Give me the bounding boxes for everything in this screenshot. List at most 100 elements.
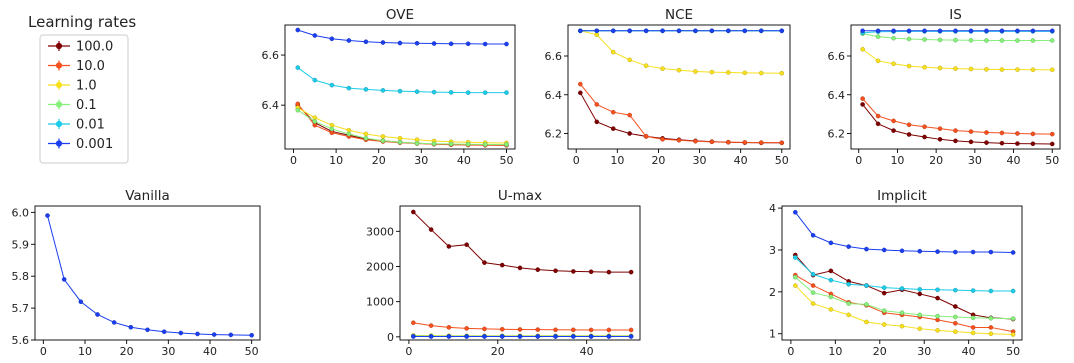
series-line <box>579 83 782 144</box>
data-point <box>428 323 434 328</box>
data-point <box>578 90 583 96</box>
data-point <box>535 334 541 339</box>
data-point <box>446 244 452 249</box>
data-point <box>1049 131 1055 137</box>
data-point <box>846 301 851 306</box>
series-line <box>297 29 507 45</box>
data-point <box>742 28 748 34</box>
data-point <box>228 332 234 338</box>
data-point <box>953 66 958 71</box>
data-point <box>891 35 896 41</box>
data-point <box>578 28 583 34</box>
data-point <box>1030 28 1036 34</box>
series-line <box>412 211 632 273</box>
data-point <box>610 28 616 34</box>
legend-entry-100-0: 100.0 <box>48 40 113 55</box>
data-point <box>517 265 523 271</box>
data-point <box>448 41 454 47</box>
data-point <box>953 128 958 133</box>
series-line <box>579 92 782 144</box>
data-point <box>428 334 434 339</box>
data-point <box>578 81 583 87</box>
series-1-0 <box>295 105 509 146</box>
data-point <box>917 312 923 318</box>
data-point <box>571 269 576 274</box>
data-point <box>504 41 509 47</box>
data-point <box>988 325 994 330</box>
data-point <box>465 41 471 47</box>
series-0-001 <box>45 213 254 338</box>
data-point <box>758 28 764 34</box>
axes-frame <box>399 205 641 341</box>
data-point <box>899 286 905 291</box>
series-0-1 <box>793 274 1016 321</box>
data-point <box>411 320 416 326</box>
data-point <box>431 89 437 95</box>
data-point <box>881 322 887 327</box>
data-point <box>953 314 958 320</box>
plot-area <box>45 213 254 338</box>
legend-entry-0-1: 0.1 <box>48 98 97 113</box>
data-point <box>446 325 452 330</box>
x-tick-label: 40 <box>734 154 748 167</box>
data-point <box>953 37 958 43</box>
data-point <box>606 269 612 275</box>
data-point <box>628 327 634 333</box>
data-point <box>195 331 200 337</box>
data-point <box>411 209 416 215</box>
data-point <box>211 332 217 337</box>
data-point <box>810 283 816 288</box>
data-point <box>295 107 301 113</box>
y-tick-label: 6.2 <box>828 128 846 141</box>
x-tick-label: 0 <box>787 345 794 358</box>
data-point <box>970 288 976 293</box>
data-point <box>482 260 487 265</box>
data-point <box>726 139 731 145</box>
data-point <box>860 102 865 107</box>
legend-marker <box>55 120 63 128</box>
data-point <box>517 334 523 339</box>
x-tick-label: 30 <box>968 154 982 167</box>
legend-entry-0-01: 0.01 <box>48 118 105 133</box>
series-0-001 <box>578 28 785 34</box>
data-point <box>881 247 887 253</box>
data-point <box>594 32 600 37</box>
panel-ove: OVE 0 10 20 30 40 50 6.4 6.6 <box>262 7 516 167</box>
data-point <box>660 66 665 71</box>
x-tick-label: 40 <box>962 345 976 358</box>
data-point <box>906 28 912 34</box>
legend-entry-1-0: 1.0 <box>48 79 97 94</box>
data-point <box>922 124 927 130</box>
panel-title: Vanilla <box>125 188 170 204</box>
data-point <box>380 134 386 139</box>
data-point <box>793 255 798 260</box>
data-point <box>1015 28 1020 34</box>
x-tick-label: 30 <box>917 345 931 358</box>
x-tick-label: 20 <box>651 154 665 167</box>
series-1-0 <box>860 46 1055 73</box>
data-point <box>1030 131 1036 137</box>
series-line <box>794 211 1014 253</box>
data-point <box>937 37 943 43</box>
data-point <box>643 63 649 68</box>
data-point <box>465 90 471 95</box>
data-point <box>864 302 869 307</box>
y-tick-label: 6.4 <box>262 99 280 112</box>
data-point <box>627 28 632 34</box>
series-100-0 <box>578 90 785 146</box>
data-point <box>828 268 834 274</box>
data-point <box>363 39 369 45</box>
data-point <box>810 290 816 295</box>
data-point <box>864 246 869 252</box>
data-point <box>606 334 612 339</box>
data-point <box>161 329 167 335</box>
data-point <box>953 138 958 144</box>
legend-frame <box>39 34 129 164</box>
data-point <box>482 90 488 95</box>
y-tick-label: 1000 <box>366 296 394 309</box>
legend-label: 100.0 <box>76 40 113 55</box>
data-point <box>249 332 254 338</box>
data-point <box>953 329 958 334</box>
x-tick-label: 0 <box>405 345 412 358</box>
